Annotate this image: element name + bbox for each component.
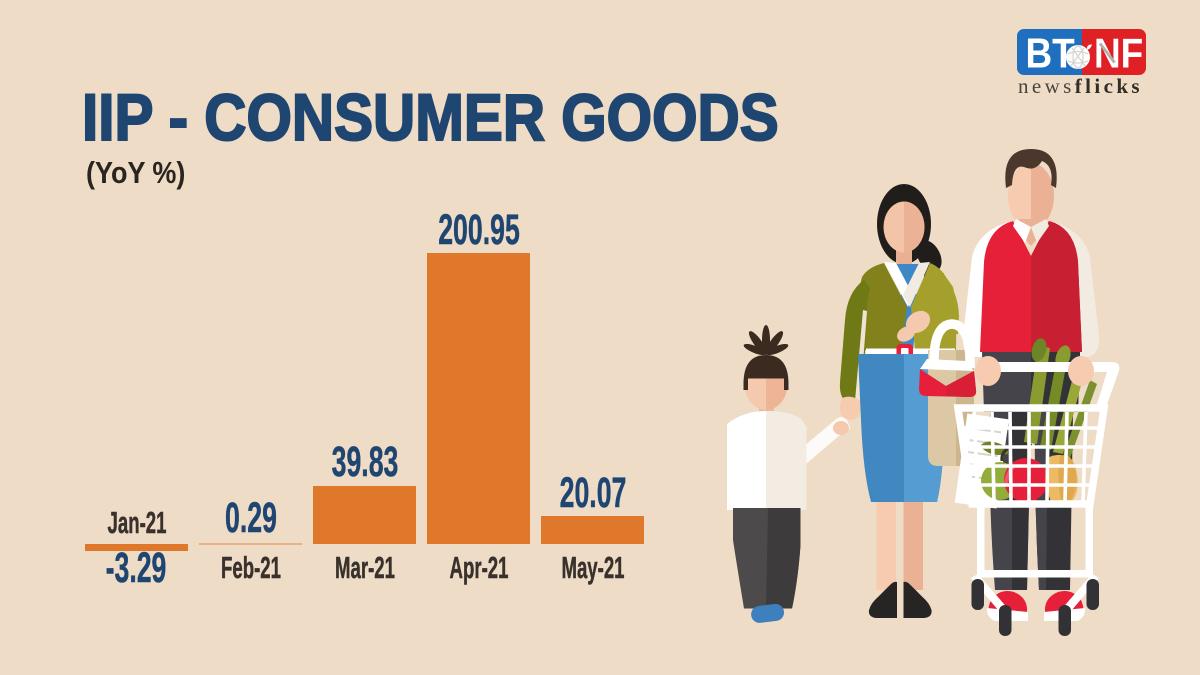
svg-text:newsflicks: newsflicks: [1018, 74, 1143, 98]
svg-text:NF: NF: [1094, 30, 1143, 77]
